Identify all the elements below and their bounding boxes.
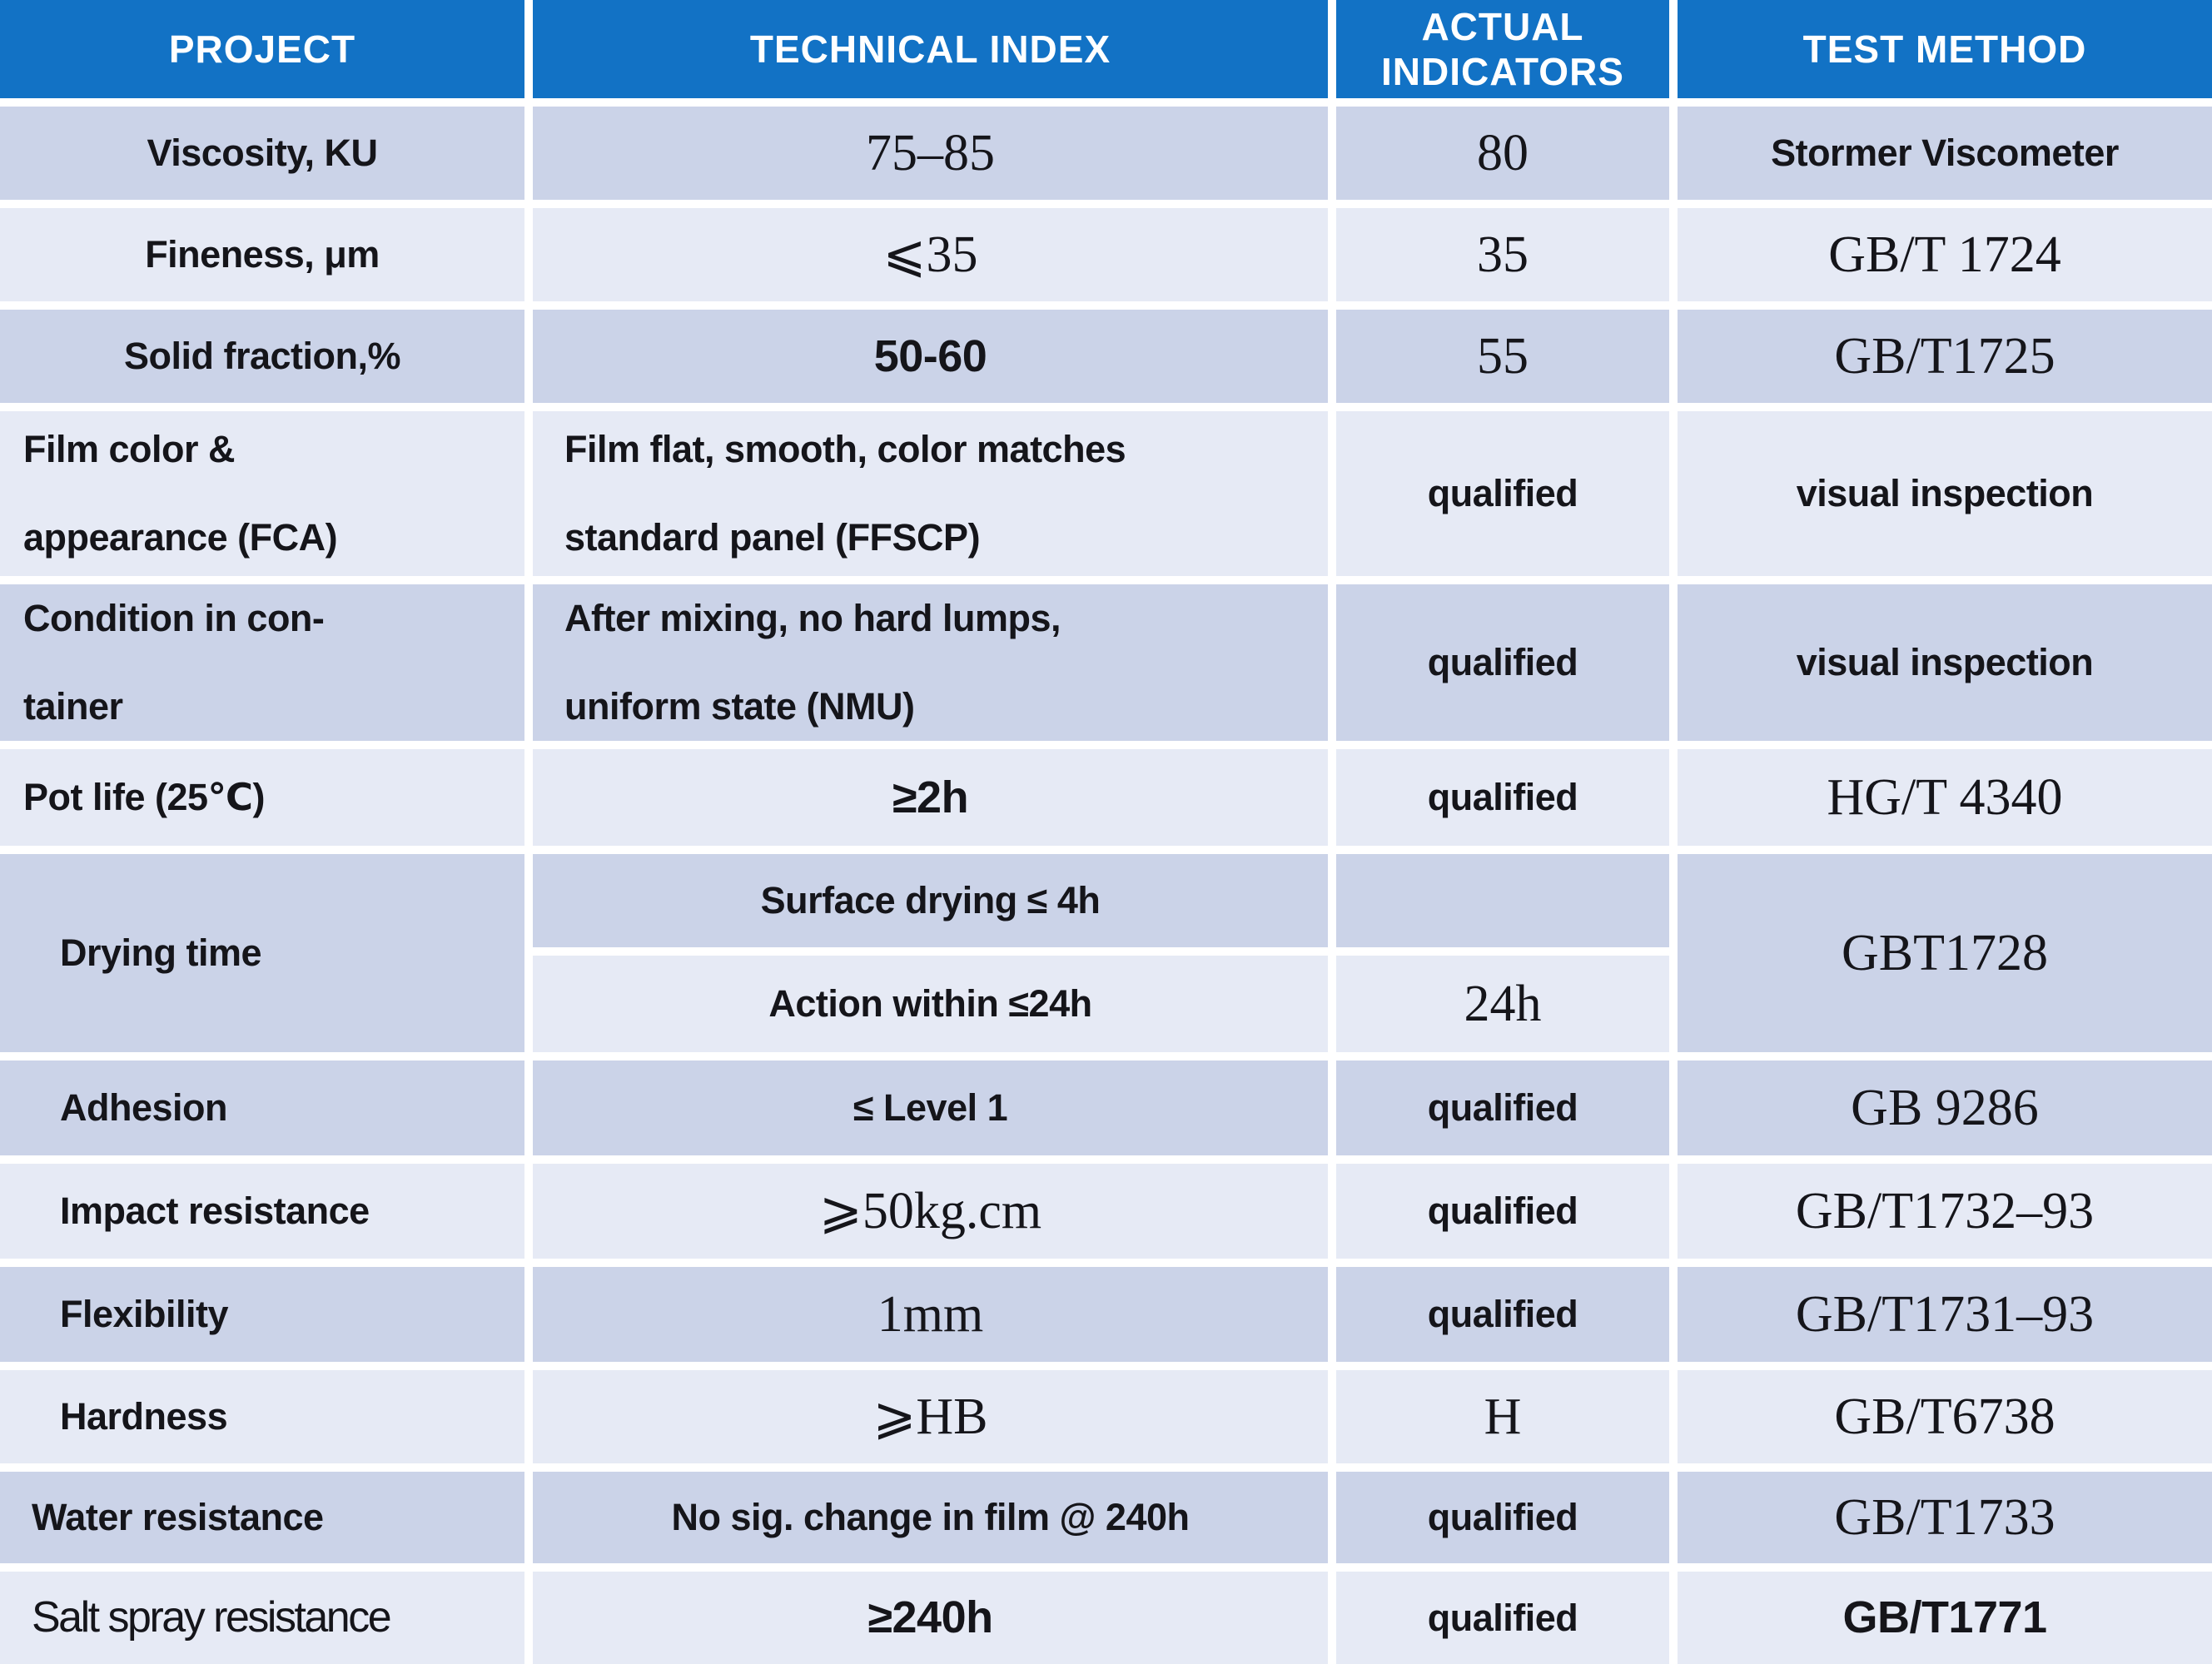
fineness-actual-cell: 35 — [1336, 208, 1669, 301]
drying-time-action-actual-cell: 24h — [1336, 956, 1669, 1052]
salt-spray-index-cell: ≥240h — [533, 1572, 1328, 1664]
fineness-project-cell: Fineness, μm — [0, 208, 524, 301]
header-test-method: TEST METHOD — [1678, 0, 2212, 98]
solid-fraction-method-cell: GB/T1725 — [1678, 310, 2212, 403]
salt-spray-method-cell: GB/T1771 — [1678, 1572, 2212, 1664]
flexibility-actual-cell: qualified — [1336, 1267, 1669, 1362]
viscosity-method-cell: Stormer Viscometer — [1678, 107, 2212, 200]
condition-actual-cell: qualified — [1336, 584, 1669, 741]
drying-time-project-cell: Drying time — [0, 854, 524, 1052]
water-project-cell: Water resistance — [0, 1472, 524, 1563]
condition-index-cell: After mixing, no hard lumps, uniform sta… — [533, 584, 1328, 741]
film-color-actual-cell: qualified — [1336, 411, 1669, 576]
drying-time-method-cell: GBT1728 — [1678, 854, 2212, 1052]
adhesion-index-cell: ≤ Level 1 — [533, 1060, 1328, 1155]
pot-life-index-cell: ≥2h — [533, 749, 1328, 846]
impact-index-cell: ⩾50kg.cm — [533, 1164, 1328, 1259]
fineness-index-cell: ⩽35 — [533, 208, 1328, 301]
water-actual-cell: qualified — [1336, 1472, 1669, 1563]
hardness-method-cell: GB/T6738 — [1678, 1370, 2212, 1463]
impact-project-cell: Impact resistance — [0, 1164, 524, 1259]
condition-project-cell: Condition in con- tainer — [0, 584, 524, 741]
condition-method-cell: visual inspection — [1678, 584, 2212, 741]
solid-fraction-actual-cell: 55 — [1336, 310, 1669, 403]
header-technical-index: TECHNICAL INDEX — [533, 0, 1328, 98]
viscosity-project-cell: Viscosity, KU — [0, 107, 524, 200]
viscosity-index-cell: 75–85 — [533, 107, 1328, 200]
flexibility-method-cell: GB/T1731–93 — [1678, 1267, 2212, 1362]
pot-life-actual-cell: qualified — [1336, 749, 1669, 846]
adhesion-method-cell: GB 9286 — [1678, 1060, 2212, 1155]
salt-spray-project-cell: Salt spray resistance — [0, 1572, 524, 1664]
water-index-cell: No sig. change in film @ 240h — [533, 1472, 1328, 1563]
impact-actual-cell: qualified — [1336, 1164, 1669, 1259]
adhesion-actual-cell: qualified — [1336, 1060, 1669, 1155]
hardness-project-cell: Hardness — [0, 1370, 524, 1463]
header-project: PROJECT — [0, 0, 524, 98]
fineness-method-cell: GB/T 1724 — [1678, 208, 2212, 301]
header-actual-indicators: ACTUAL INDICATORS — [1336, 0, 1669, 98]
solid-fraction-project-cell: Solid fraction,% — [0, 310, 524, 403]
film-color-project-cell: Film color & appearance (FCA) — [0, 411, 524, 576]
film-color-index-cell: Film flat, smooth, color matches standar… — [533, 411, 1328, 576]
pot-life-method-cell: HG/T 4340 — [1678, 749, 2212, 846]
flexibility-index-cell: 1mm — [533, 1267, 1328, 1362]
hardness-index-cell: ⩾HB — [533, 1370, 1328, 1463]
flexibility-project-cell: Flexibility — [0, 1267, 524, 1362]
pot-life-project-cell: Pot life (25℃) — [0, 749, 524, 846]
solid-fraction-index-cell: 50-60 — [533, 310, 1328, 403]
adhesion-project-cell: Adhesion — [0, 1060, 524, 1155]
drying-time-surface-index-cell: Surface drying ≤ 4h — [533, 854, 1328, 947]
viscosity-actual-cell: 80 — [1336, 107, 1669, 200]
hardness-actual-cell: H — [1336, 1370, 1669, 1463]
drying-time-action-index-cell: Action within ≤24h — [533, 956, 1328, 1052]
film-color-method-cell: visual inspection — [1678, 411, 2212, 576]
drying-time-surface-actual-cell — [1336, 854, 1669, 947]
impact-method-cell: GB/T1732–93 — [1678, 1164, 2212, 1259]
salt-spray-actual-cell: qualified — [1336, 1572, 1669, 1664]
water-method-cell: GB/T1733 — [1678, 1472, 2212, 1563]
